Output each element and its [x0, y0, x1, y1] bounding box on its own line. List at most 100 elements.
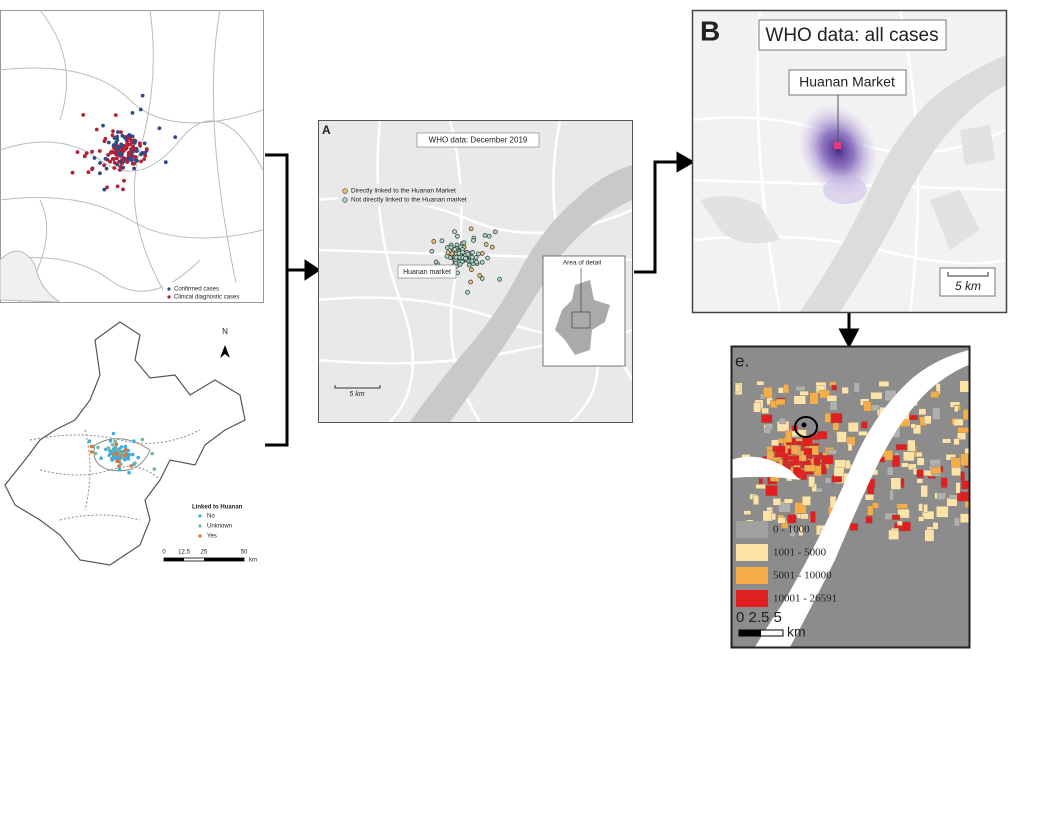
- dot: [114, 156, 119, 161]
- block: [870, 392, 883, 400]
- block: [964, 448, 969, 458]
- block: [901, 462, 909, 468]
- block: [883, 450, 893, 461]
- block: [753, 494, 759, 505]
- dot: [457, 262, 463, 267]
- dot: [465, 251, 471, 257]
- dot: [129, 464, 133, 468]
- block: [897, 520, 903, 526]
- block: [763, 428, 772, 434]
- connector: [634, 160, 678, 274]
- block: [847, 422, 859, 433]
- scale-label: 25: [201, 550, 208, 556]
- legend-swatch: [167, 287, 171, 291]
- legend-swatch: [736, 567, 768, 584]
- district: [93, 438, 151, 472]
- dot: [130, 134, 135, 139]
- dot: [134, 155, 138, 160]
- density: [798, 103, 878, 197]
- block: [758, 478, 764, 485]
- dot: [132, 148, 137, 153]
- dot: [111, 129, 115, 134]
- dot: [82, 154, 87, 159]
- dot: [108, 439, 113, 443]
- dot: [486, 233, 492, 239]
- block: [804, 464, 816, 472]
- dot: [127, 136, 132, 141]
- dot: [99, 456, 103, 461]
- block: [930, 467, 941, 475]
- dot: [132, 141, 137, 145]
- dot: [453, 254, 459, 260]
- dot: [112, 166, 117, 170]
- scale-label: 12.5: [178, 550, 190, 556]
- block: [827, 449, 837, 455]
- dot: [150, 451, 154, 456]
- dot: [115, 459, 119, 464]
- dot: [132, 439, 136, 443]
- scale-label: 5 km: [349, 391, 364, 398]
- dot: [140, 93, 145, 98]
- river-branch: [731, 456, 800, 480]
- legend-label: No: [207, 514, 215, 520]
- dot: [485, 255, 490, 261]
- panel-letter: A: [322, 123, 331, 137]
- dot: [124, 137, 129, 142]
- block: [790, 444, 799, 455]
- scale-bar: [334, 385, 381, 389]
- block: [891, 514, 901, 521]
- block: [886, 466, 894, 476]
- dot: [468, 226, 474, 232]
- market-label: Huanan market: [403, 269, 451, 276]
- dot: [117, 449, 122, 454]
- market-label: Huanan Market: [799, 74, 895, 90]
- block: [756, 381, 765, 386]
- legend-label: Unknown: [207, 524, 232, 530]
- legend-label: Confirmed cases: [174, 287, 219, 293]
- legend-swatch: [198, 524, 202, 528]
- block: [861, 421, 868, 429]
- block: [946, 497, 958, 507]
- block: [853, 382, 860, 393]
- dot: [483, 242, 489, 247]
- dot: [479, 259, 485, 265]
- dot: [116, 146, 120, 151]
- dot: [102, 187, 107, 192]
- dot: [98, 171, 102, 176]
- block: [826, 395, 837, 402]
- dot: [163, 160, 168, 165]
- legend-swatch: [342, 188, 348, 194]
- density: [823, 176, 867, 204]
- dot: [127, 452, 131, 457]
- block: [841, 387, 849, 394]
- dot: [120, 165, 125, 170]
- block: [783, 384, 789, 393]
- dot: [142, 141, 147, 146]
- dot: [123, 457, 127, 462]
- scale-bar: [164, 558, 184, 561]
- dot: [124, 452, 128, 457]
- dot: [108, 450, 113, 454]
- dot: [81, 113, 86, 117]
- dot: [460, 249, 466, 255]
- block: [918, 408, 927, 416]
- block: [932, 407, 941, 420]
- dot: [123, 444, 128, 449]
- block: [867, 505, 874, 516]
- block: [890, 477, 901, 490]
- dot: [106, 140, 111, 145]
- block: [798, 526, 804, 536]
- scale-unit: km: [249, 558, 257, 564]
- block: [930, 391, 939, 398]
- block: [923, 504, 928, 513]
- dot: [128, 150, 133, 155]
- scale-label: 0 2.5 5: [736, 609, 782, 626]
- scale-bar: [739, 630, 761, 636]
- panel-frame: [730, 345, 971, 649]
- block: [793, 395, 806, 405]
- dot: [135, 159, 140, 163]
- block: [775, 445, 786, 454]
- block: [923, 470, 933, 476]
- dot: [86, 170, 91, 175]
- title-box: [416, 132, 540, 148]
